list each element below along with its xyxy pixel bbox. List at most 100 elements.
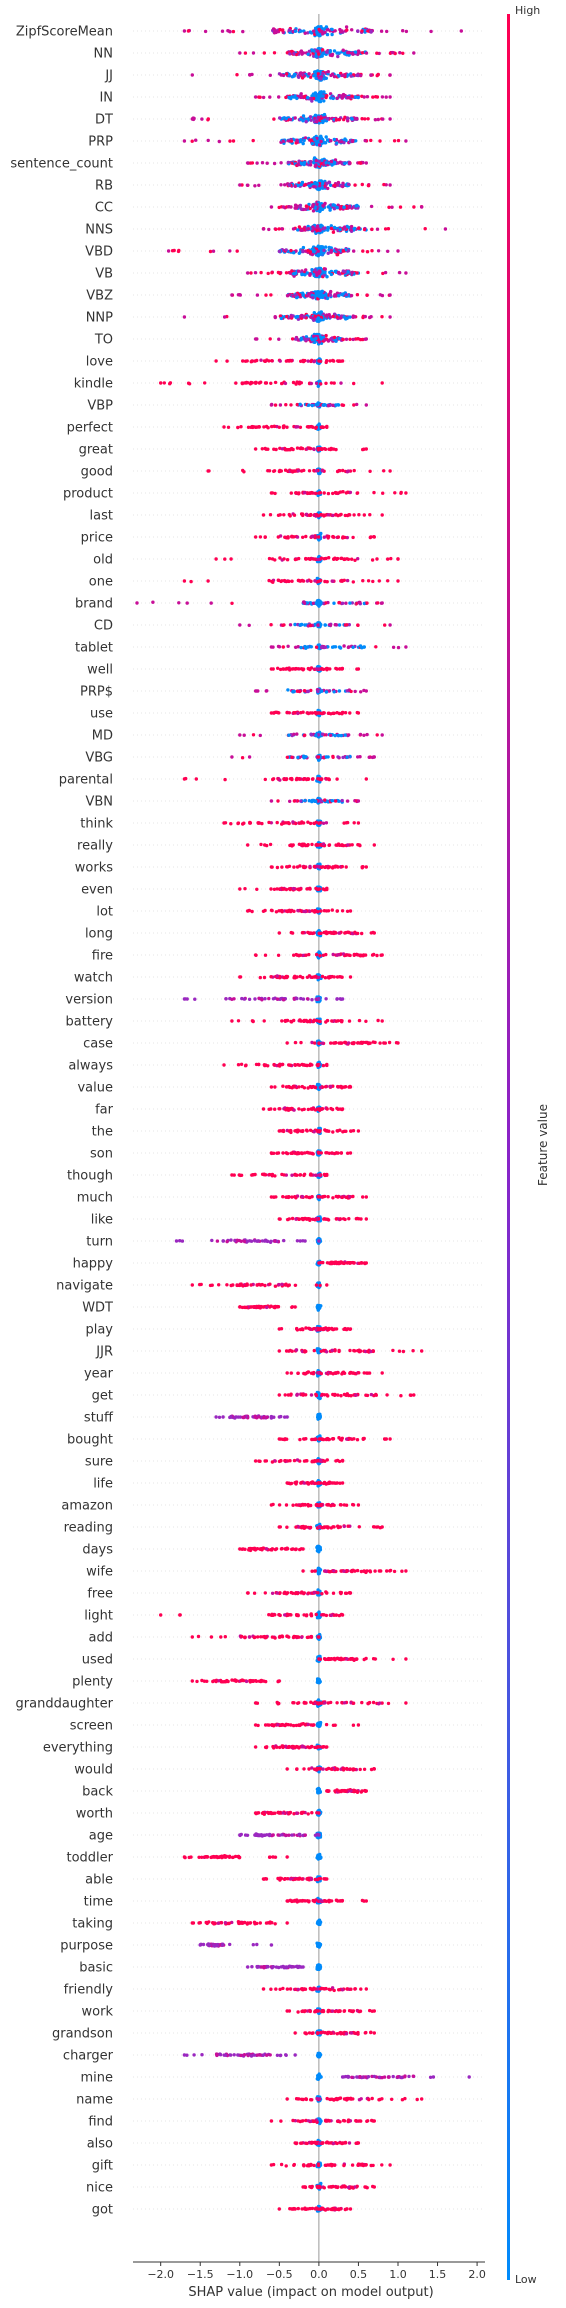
shap-point [351,580,355,584]
shap-point [249,271,253,275]
shap-point [272,424,277,429]
shap-point [325,425,329,429]
shap-point [303,491,307,495]
shap-point [279,161,283,165]
shap-point [269,887,273,891]
shap-point [312,185,316,189]
shap-point [310,711,315,715]
shap-point [336,535,340,539]
shap-point [370,227,374,231]
shap-point [315,202,319,206]
shap-point [352,403,356,407]
shap-point [344,293,349,297]
shap-point [332,183,337,188]
shap-point [231,139,236,143]
shap-point [246,843,250,847]
shap-point [320,645,324,649]
shap-point [318,821,322,825]
shap-point [311,92,316,96]
shap-point [318,359,323,363]
shap-point [269,205,274,209]
shap-point [263,535,267,539]
shap-point [459,29,463,33]
shap-point [347,161,352,166]
shap-point [263,446,267,451]
shap-point [368,513,372,517]
shap-point [285,865,289,869]
shap-point [314,336,318,341]
shap-point [365,732,369,737]
shap-point [316,95,320,99]
shap-point [332,49,337,53]
shap-point [285,755,290,759]
shap-point [332,162,336,166]
shap-point [310,252,315,257]
shap-point [272,161,277,166]
shap-point [277,425,281,429]
shap-point [335,777,339,781]
shap-point [235,249,239,253]
shap-point [332,74,337,79]
shap-point [326,491,331,496]
shap-point [253,689,258,693]
shap-point [253,184,257,188]
shap-point [291,30,295,34]
shap-point [311,534,315,539]
shap-point [320,289,324,293]
shap-point [319,382,323,386]
shap-point [225,359,229,363]
shap-point [325,32,330,37]
shap-point [272,117,276,121]
shap-point [352,468,356,473]
shap-point [287,579,291,584]
shap-point [357,226,361,230]
shap-point [282,513,286,517]
shap-point [308,206,312,211]
shap-point [329,272,334,277]
shap-point [303,183,308,187]
shap-point [396,557,400,561]
shap-point [273,315,277,319]
shap-point [319,601,323,606]
feature-row-really [246,841,376,850]
shap-point [330,866,335,870]
shap-point [259,842,263,847]
shap-point [350,117,354,121]
shap-point [338,227,342,232]
shap-point [346,182,351,186]
shap-point [317,34,322,38]
shap-point [299,92,303,96]
shap-point [278,469,282,473]
shap-point [377,579,381,583]
shap-point [319,92,323,96]
shap-point [151,600,155,604]
shap-point [275,820,279,825]
shap-point [317,187,321,192]
shap-point [364,403,368,407]
shap-point [189,579,193,584]
shap-point [240,756,245,760]
shap-point [329,289,333,294]
shap-point [339,140,344,144]
shap-point [282,887,286,891]
shap-point [228,249,232,253]
shap-point [281,623,285,627]
shap-point [317,52,321,56]
shap-point [312,248,316,252]
shap-point [264,381,269,385]
shap-point [279,73,283,77]
shap-point [310,777,315,781]
shap-point [321,71,325,76]
shap-point [383,623,387,627]
shap-point [381,271,385,276]
shap-point [296,269,301,273]
shap-point [369,73,373,77]
shap-point [295,96,299,101]
shap-point [289,314,293,319]
shap-point [337,336,341,341]
shap-point [295,402,299,407]
shap-point [370,249,374,253]
shap-point [387,205,391,209]
shap-point [374,645,378,649]
shap-point [316,249,320,253]
